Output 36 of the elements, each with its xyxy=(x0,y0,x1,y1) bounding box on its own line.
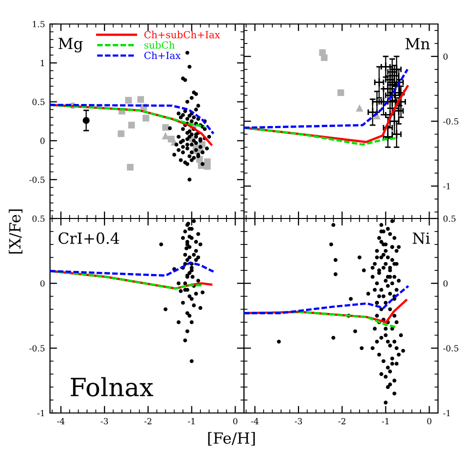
x-tick-label: -4 xyxy=(251,418,259,424)
y-tick-label: 1 xyxy=(40,60,44,66)
annotation: Mn xyxy=(406,38,430,50)
y-axis-title: [X/Fe] xyxy=(8,209,22,254)
y-tick-label: 0.5 xyxy=(32,215,44,222)
y-tick-label: -1 xyxy=(37,410,44,416)
x-tick-label: -1 xyxy=(382,418,389,424)
annotation: Ni xyxy=(412,232,430,244)
y-tick-label: -1 xyxy=(443,410,450,416)
x-tick-label: 0 xyxy=(427,418,432,424)
y-tick-label: -0.5 xyxy=(443,345,458,352)
x-tick-label: 0 xyxy=(233,418,238,424)
x-tick-label: -2 xyxy=(338,418,346,424)
x-axis-title: [Fe/H] xyxy=(208,432,255,446)
y-tick-label: -1 xyxy=(443,183,450,190)
x-tick-label: -3 xyxy=(100,418,108,424)
y-tick-label: 0.5 xyxy=(443,215,456,222)
y-tick-label: 0.5 xyxy=(32,98,44,106)
y-tick-label: 0 xyxy=(443,280,448,287)
y-tick-label: -0.5 xyxy=(29,176,44,183)
legend-label: Ch+Iax xyxy=(144,52,181,60)
annotation: Folnax xyxy=(70,377,154,396)
y-tick-label: 0 xyxy=(40,138,45,144)
annotation: Mg xyxy=(58,38,83,52)
legend-label: subCh xyxy=(144,41,175,49)
y-tick-label: -0.5 xyxy=(443,118,458,125)
y-tick-label: -0.5 xyxy=(29,345,44,352)
y-tick-label: 0 xyxy=(40,280,45,287)
y-tick-label: 1.5 xyxy=(32,20,44,28)
x-tick-label: -1 xyxy=(188,418,195,424)
annotation: CrI+0.4 xyxy=(58,232,120,244)
y-tick-label: 0 xyxy=(443,53,448,60)
x-tick-label: -2 xyxy=(144,418,152,424)
x-tick-label: -4 xyxy=(57,418,65,424)
x-tick-label: -3 xyxy=(294,418,302,424)
legend-label: Ch+subCh+Iax xyxy=(144,30,220,38)
